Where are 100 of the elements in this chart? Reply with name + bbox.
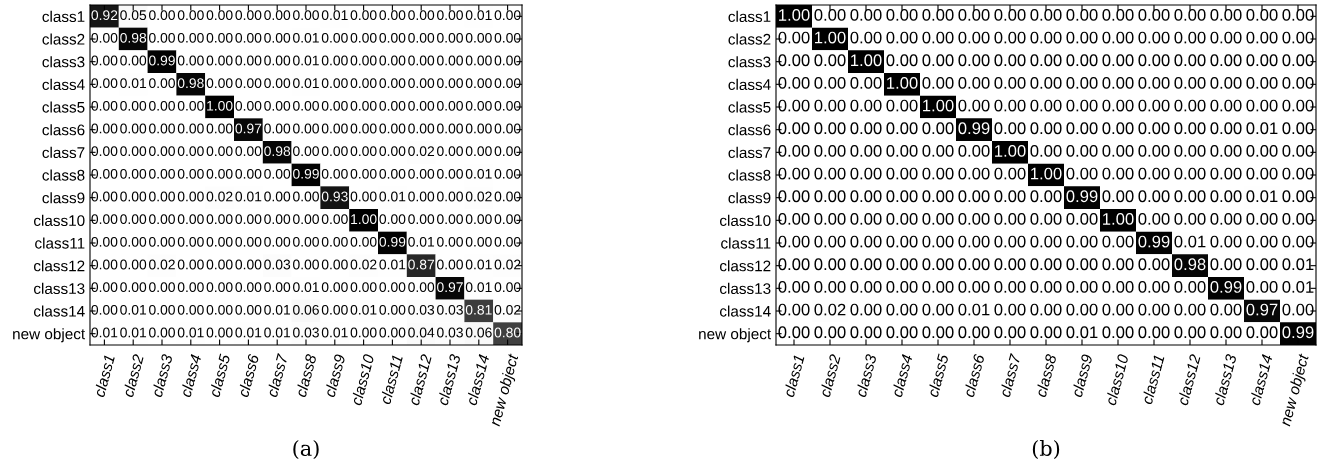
data-label: 0.00: [235, 282, 262, 293]
data-label: 0.01: [293, 282, 319, 293]
data-label: 0.00: [465, 214, 492, 225]
data-label: 0.00: [293, 10, 319, 21]
data-label: 0.93: [321, 191, 348, 202]
data-label: 0.00: [814, 281, 846, 293]
data-label: 0.00: [1174, 9, 1206, 21]
data-label: 0.00: [235, 214, 262, 225]
data-label: 0.00: [149, 123, 175, 134]
y-tick-label: new object: [13, 328, 86, 343]
x-tick-label: class10: [350, 353, 375, 406]
data-label: 0.00: [1174, 54, 1206, 67]
data-label: 0.00: [1030, 54, 1062, 67]
data-label: 0.00: [235, 236, 262, 247]
data-label: 0.00: [293, 123, 319, 134]
data-label: 0.92: [91, 10, 118, 21]
data-label: 0.00: [235, 55, 262, 66]
data-label: 0.01: [235, 191, 262, 202]
data-label: 0.00: [1030, 9, 1062, 21]
data-label: 0.00: [206, 32, 233, 43]
data-label: 0.00: [886, 54, 918, 67]
y-tick-label: class11: [721, 237, 771, 249]
data-label: 1.00: [851, 54, 882, 67]
data-label: 0.00: [206, 282, 233, 293]
data-label: 0.00: [321, 282, 348, 293]
data-label: 0.00: [437, 123, 463, 134]
data-label: 1.00: [887, 77, 918, 89]
data-label: 0.00: [177, 304, 204, 315]
data-label: 0.00: [814, 122, 846, 135]
x-tick-label: new object: [1279, 352, 1312, 428]
y-tick-label: class1: [728, 10, 771, 23]
data-label: 0.01: [465, 168, 492, 179]
data-label: 0.00: [494, 55, 521, 66]
data-label: 0.00: [922, 303, 954, 316]
x-tick-label: class5: [208, 353, 231, 398]
data-label: 0.01: [120, 327, 147, 338]
data-label: 0.00: [1102, 145, 1134, 157]
data-label: 0.00: [1066, 9, 1098, 21]
data-label: 0.00: [379, 327, 406, 338]
data-label: 0.00: [91, 259, 118, 270]
data-label: 0.00: [1246, 54, 1278, 67]
data-label: 0.80: [494, 327, 521, 338]
data-label: 0.00: [994, 99, 1026, 112]
x-tick-label: class9: [323, 353, 346, 398]
data-label: 0.00: [1210, 213, 1242, 225]
data-label: 0.00: [264, 123, 291, 134]
data-label: 0.02: [408, 146, 435, 157]
data-label: 0.00: [408, 191, 435, 202]
data-label: 0.00: [494, 146, 521, 157]
data-label: 0.00: [994, 167, 1026, 180]
data-label: 0.01: [1246, 190, 1278, 203]
x-tick-label: class4: [179, 353, 202, 398]
data-label: 0.00: [465, 32, 492, 43]
data-label: 0.00: [465, 55, 492, 66]
data-label: 0.00: [1246, 326, 1278, 339]
data-label: 0.00: [850, 145, 882, 157]
data-label: 0.00: [1174, 303, 1206, 316]
data-label: 0.00: [206, 236, 233, 247]
data-label: 0.00: [235, 100, 262, 111]
data-label: 0.00: [958, 258, 990, 271]
x-tick-label: class12: [1176, 353, 1201, 406]
data-label: 0.00: [1210, 54, 1242, 67]
data-label: 0.00: [1210, 235, 1242, 248]
data-label: 0.00: [778, 167, 810, 180]
data-label: 0.00: [1282, 77, 1314, 89]
data-label: 0.00: [1030, 258, 1062, 271]
data-label: 0.00: [437, 78, 463, 89]
data-label: 0.00: [922, 190, 954, 203]
x-tick-label: class1: [782, 354, 805, 398]
data-label: 0.00: [886, 303, 918, 316]
data-label: 0.02: [206, 191, 233, 202]
data-label: 0.00: [91, 55, 118, 66]
data-label: 0.00: [235, 10, 262, 21]
data-label: 0.00: [1138, 303, 1170, 316]
data-label: 0.00: [149, 78, 175, 89]
data-label: 0.00: [1066, 303, 1098, 316]
data-label: 0.00: [886, 167, 918, 180]
data-label: 0.01: [465, 10, 492, 21]
y-tick-label: new object: [699, 328, 772, 343]
y-tick-label: class10: [719, 214, 771, 227]
data-label: 0.00: [1210, 190, 1242, 203]
x-tick-label: class9: [1070, 353, 1093, 398]
data-label: 0.00: [321, 304, 348, 315]
data-label: 0.98: [264, 146, 291, 157]
data-label: 0.00: [1102, 281, 1134, 293]
data-label: 0.00: [177, 32, 204, 43]
data-label: 0.00: [91, 304, 118, 315]
data-label: 1.00: [995, 145, 1026, 157]
data-label: 0.00: [321, 123, 348, 134]
data-label: 0.00: [958, 54, 990, 67]
data-label: 1.00: [815, 31, 846, 44]
data-label: 0.00: [778, 122, 810, 135]
data-label: 0.02: [149, 259, 175, 270]
data-label: 0.99: [958, 122, 990, 135]
data-label: 0.00: [235, 146, 262, 157]
data-label: 0.00: [1102, 303, 1134, 316]
data-label: 0.98: [1174, 258, 1206, 271]
data-label: 0.00: [264, 10, 291, 21]
data-label: 0.00: [465, 78, 492, 89]
data-label: 0.00: [408, 78, 435, 89]
